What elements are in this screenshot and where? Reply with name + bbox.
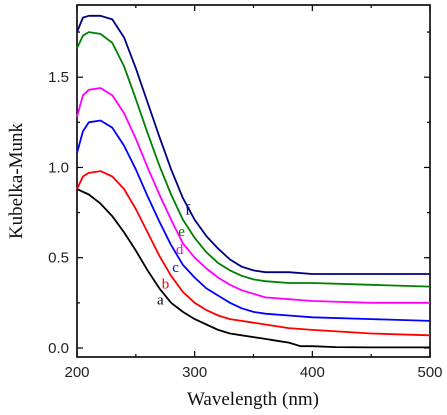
x-tick-label: 500 xyxy=(417,364,442,381)
y-tick-label: 1.5 xyxy=(48,69,69,86)
x-axis-title: Wavelength (nm) xyxy=(187,389,319,410)
x-tick-label: 300 xyxy=(182,364,207,381)
series-label-c: c xyxy=(172,260,179,276)
series-line-f xyxy=(76,14,430,275)
series-label-f: f xyxy=(185,202,190,218)
series-label-e: e xyxy=(178,224,185,240)
series-line-a xyxy=(76,188,430,349)
y-tick-label: 0.0 xyxy=(48,340,69,357)
series-label-d: d xyxy=(176,242,184,258)
series-line-c xyxy=(76,119,431,322)
plot-frame xyxy=(76,4,431,358)
series-label-a: a xyxy=(157,293,164,309)
y-tick-label: 1.0 xyxy=(48,159,69,176)
series-lines xyxy=(76,14,431,349)
series-label-b: b xyxy=(162,276,170,292)
y-tick-label: 0.5 xyxy=(48,250,69,267)
series-line-d xyxy=(76,87,430,304)
x-tick-label: 400 xyxy=(300,364,325,381)
series-line-b xyxy=(76,170,431,337)
y-axis-title: Kubelka-Munk xyxy=(6,122,27,239)
series-line-e xyxy=(76,31,431,288)
axis-ticks: 200 300 400 500 0.0 0.5 1.0 1.5 xyxy=(48,5,443,381)
x-tick-label: 200 xyxy=(64,364,89,381)
